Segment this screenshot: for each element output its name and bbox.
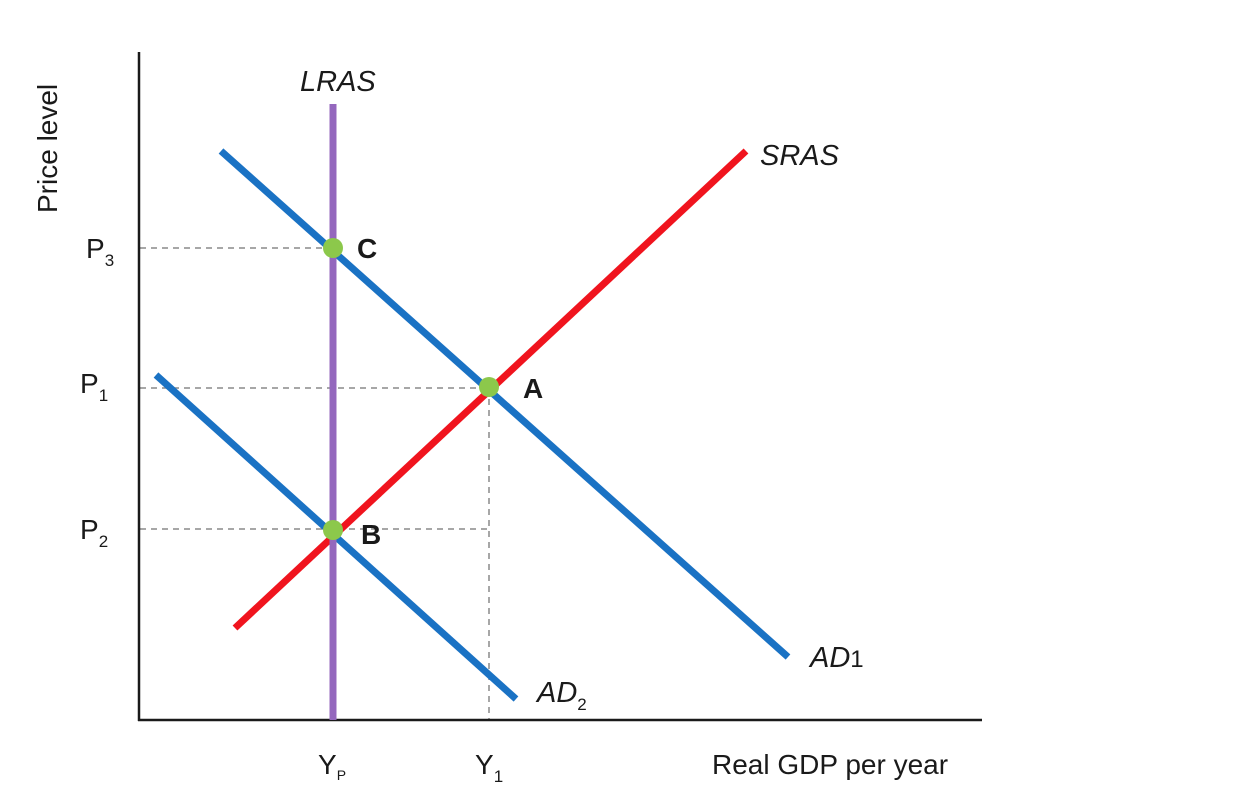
tick-p2-sub: 2	[99, 532, 108, 551]
ad1-label-sub: 1	[850, 646, 863, 673]
ad1-label: AD1	[808, 642, 864, 674]
sras-label: SRAS	[760, 140, 840, 172]
ad1-curve	[218, 148, 791, 660]
y-axis-title: Price level	[32, 84, 63, 213]
tick-y1-main: Y	[475, 749, 494, 780]
lras-label: LRAS	[300, 66, 376, 98]
x-axis-title: Real GDP per year	[712, 749, 948, 780]
point-b	[323, 520, 343, 540]
tick-yp: YP	[318, 749, 346, 783]
ad2-label-sub: 2	[577, 695, 586, 714]
point-c	[323, 238, 343, 258]
tick-p2-main: P	[80, 514, 99, 545]
tick-yp-sub: P	[337, 767, 346, 783]
tick-p3-sub: 3	[105, 251, 114, 270]
ad1-label-main: AD	[808, 642, 850, 674]
point-a-label: A	[523, 373, 543, 404]
tick-p1: P1	[80, 368, 108, 405]
guide-lines	[140, 247, 490, 720]
tick-p1-main: P	[80, 368, 99, 399]
point-a	[479, 377, 499, 397]
tick-p3-main: P	[86, 233, 105, 264]
tick-p2: P2	[80, 514, 108, 551]
point-c-label: C	[357, 233, 377, 264]
tick-yp-main: Y	[318, 749, 337, 780]
ad2-label-main: AD	[535, 677, 577, 709]
axes	[137, 52, 982, 722]
tick-y1-sub: 1	[494, 767, 503, 786]
tick-p1-sub: 1	[99, 386, 108, 405]
tick-y1: Y1	[475, 749, 503, 786]
tick-p3: P3	[86, 233, 114, 270]
point-b-label: B	[361, 519, 381, 550]
ad2-label: AD2	[535, 677, 587, 714]
